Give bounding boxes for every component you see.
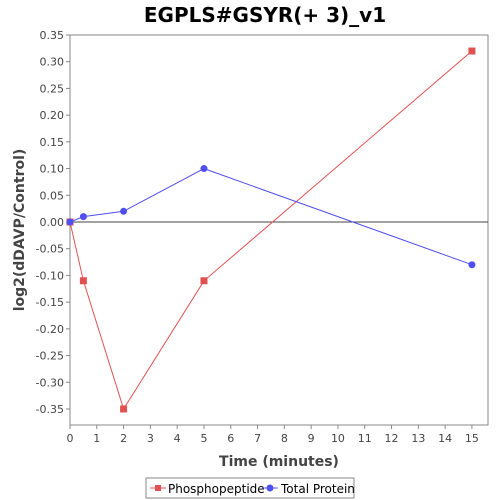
data-point-phosphopeptide <box>468 47 476 55</box>
data-point-total-protein <box>120 207 128 215</box>
data-point-total-protein <box>200 165 208 173</box>
data-point-phosphopeptide <box>120 405 128 413</box>
y-tick-label: 0.00 <box>40 216 65 229</box>
y-tick-label: -0.30 <box>36 376 64 389</box>
y-tick-label: -0.25 <box>36 350 64 363</box>
x-tick-label: 4 <box>174 432 181 445</box>
legend: Phosphopeptide Total Protein <box>145 477 355 499</box>
x-tick-label: 7 <box>254 432 261 445</box>
legend-marker-phosphopeptide <box>155 485 161 491</box>
y-tick-label: 0.10 <box>40 163 65 176</box>
x-tick-label: 0 <box>67 432 74 445</box>
y-tick-label: 0.05 <box>40 189 65 202</box>
y-tick-label: -0.10 <box>36 269 64 282</box>
y-tick-label: -0.05 <box>36 243 64 256</box>
x-tick-label: 15 <box>465 432 479 445</box>
x-tick-label: 6 <box>227 432 234 445</box>
x-tick-label: 8 <box>281 432 288 445</box>
chart-title: EGPLS#GSYR(+ 3)_v1 <box>144 3 386 27</box>
data-point-total-protein <box>66 218 74 226</box>
x-tick-label: 1 <box>93 432 100 445</box>
y-tick-label: 0.25 <box>40 82 65 95</box>
y-tick-label: 0.30 <box>40 56 65 69</box>
x-tick-label: 11 <box>358 432 372 445</box>
x-tick-label: 2 <box>120 432 127 445</box>
legend-label-total-protein: Total Protein <box>280 482 355 496</box>
y-tick-label: 0.35 <box>40 29 65 42</box>
x-tick-label: 9 <box>308 432 315 445</box>
x-tick-label: 5 <box>200 432 207 445</box>
y-tick-label: -0.35 <box>36 403 64 416</box>
y-tick-label: -0.20 <box>36 323 64 336</box>
x-tick-label: 12 <box>385 432 399 445</box>
x-tick-label: 14 <box>438 432 452 445</box>
y-axis-label: log2(dDAVP/Control) <box>12 149 28 312</box>
y-tick-label: 0.20 <box>40 109 65 122</box>
legend-box <box>145 477 355 499</box>
x-axis: 0 1 2 3 4 5 6 7 8 9 10 11 12 13 14 15 <box>67 425 479 445</box>
x-tick-label: 10 <box>331 432 345 445</box>
x-tick-label: 13 <box>411 432 425 445</box>
y-tick-label: 0.15 <box>40 136 65 149</box>
y-axis: 0.35 0.30 0.25 0.20 0.15 0.10 0.05 0.00 -0.05 -0.… <box>36 29 70 416</box>
data-point-phosphopeptide <box>200 277 208 285</box>
data-point-phosphopeptide <box>79 277 87 285</box>
plot-area <box>69 34 489 426</box>
y-tick-label: -0.15 <box>36 296 64 309</box>
legend-marker-total-protein <box>266 484 274 492</box>
x-tick-label: 3 <box>147 432 154 445</box>
x-axis-label: Time (minutes) <box>219 454 339 470</box>
legend-label-phosphopeptide: Phosphopeptide <box>168 482 265 496</box>
series-layer <box>66 47 476 413</box>
data-point-total-protein <box>468 261 476 269</box>
data-point-total-protein <box>79 213 87 221</box>
